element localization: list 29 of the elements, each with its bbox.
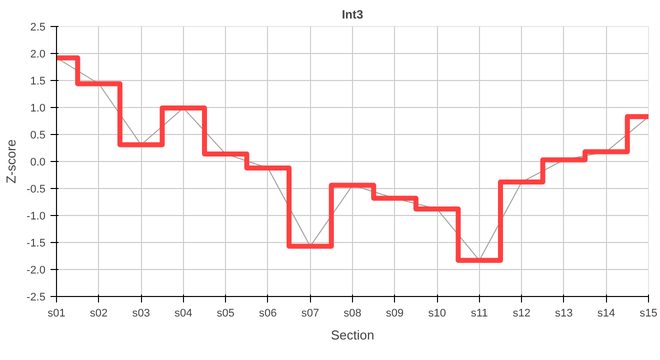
x-tick-label: s06 <box>259 308 277 320</box>
y-tick-label: 1.0 <box>30 102 46 114</box>
y-tick-label: 2.0 <box>30 48 46 60</box>
x-tick-label: s09 <box>386 308 404 320</box>
x-tick-label: s08 <box>344 308 362 320</box>
x-tick-label: s10 <box>428 308 446 320</box>
y-tick-label: 0.5 <box>30 130 46 142</box>
y-tick-label: -2.0 <box>26 264 46 276</box>
x-axis-title: Section <box>330 328 374 342</box>
y-tick-label: -2.5 <box>26 292 46 304</box>
y-axis-title: Z-score <box>4 139 19 184</box>
y-tick-label: 2.5 <box>30 22 46 34</box>
x-tick-label: s15 <box>640 308 658 320</box>
x-tick-label: s01 <box>48 308 66 320</box>
y-tick-label: -0.5 <box>26 184 46 196</box>
y-tick-label: 1.5 <box>30 76 46 88</box>
chart-title: Int3 <box>342 8 364 22</box>
y-tick-label: -1.5 <box>26 238 46 250</box>
x-tick-label: s02 <box>90 308 108 320</box>
x-tick-label: s07 <box>301 308 320 320</box>
y-tick-label: 0.0 <box>30 156 46 168</box>
x-tick-label: s03 <box>132 308 150 320</box>
x-tick-label: s13 <box>555 308 573 320</box>
x-tick-label: s04 <box>174 308 192 320</box>
x-tick-label: s05 <box>216 308 235 320</box>
x-tick-label: s14 <box>597 308 616 320</box>
y-tick-label: -1.0 <box>26 210 46 222</box>
x-tick-label: s12 <box>512 308 531 320</box>
x-tick-label: s11 <box>470 308 488 320</box>
